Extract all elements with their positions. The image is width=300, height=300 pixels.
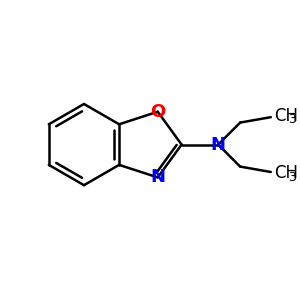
Text: N: N bbox=[211, 136, 226, 154]
Text: 3: 3 bbox=[288, 113, 296, 126]
Text: O: O bbox=[150, 103, 165, 121]
Text: 3: 3 bbox=[288, 171, 296, 184]
Text: N: N bbox=[150, 168, 165, 186]
Text: CH: CH bbox=[274, 164, 298, 182]
Text: CH: CH bbox=[274, 107, 298, 125]
